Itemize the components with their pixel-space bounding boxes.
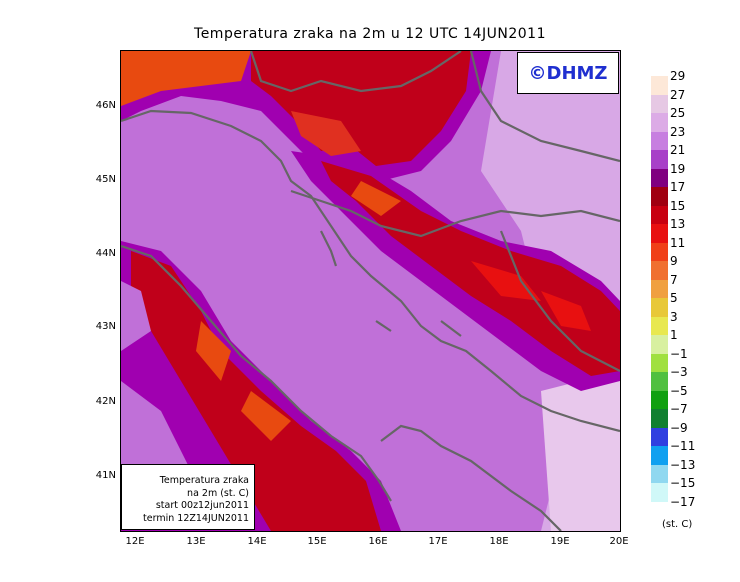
legend-swatch	[651, 390, 668, 409]
legend-swatch	[651, 372, 668, 391]
legend-label: 27	[670, 87, 686, 102]
legend-swatch	[651, 464, 668, 483]
lon-label-15e: 15E	[307, 536, 327, 547]
legend-swatch	[651, 261, 668, 280]
legend-units: (st. C)	[662, 519, 693, 530]
legend-label: −9	[670, 420, 688, 435]
lat-label-44n: 44N	[95, 248, 116, 259]
legend-swatch	[651, 335, 668, 354]
lat-label-42n: 42N	[95, 396, 116, 407]
legend-swatch	[651, 168, 668, 187]
legend-label: 9	[670, 254, 678, 268]
legend-swatch	[651, 94, 668, 113]
info-line-2: na 2m (st. C)	[187, 487, 249, 499]
lat-label-46n: 46N	[95, 100, 116, 111]
legend-swatch	[651, 316, 668, 335]
legend-swatch	[651, 279, 668, 298]
legend-swatch	[651, 224, 668, 243]
lon-label-12e: 12E	[125, 536, 145, 547]
legend-swatch	[651, 150, 668, 169]
legend-swatch	[651, 131, 668, 150]
legend-label: 21	[670, 143, 686, 157]
info-line-4: termin 12Z14JUN2011	[143, 512, 249, 524]
legend-label: 19	[670, 161, 686, 176]
lat-label-41n: 41N	[95, 470, 116, 481]
info-line-1: Temperatura zraka	[159, 475, 249, 486]
run-info-box: Temperatura zraka na 2m (st. C) start 00…	[121, 464, 255, 530]
lon-label-19e: 19E	[550, 536, 570, 547]
legend-label: −11	[670, 439, 696, 453]
info-line-3: start 00z12jun2011	[155, 500, 249, 512]
legend-swatch	[651, 427, 668, 446]
legend-label: −15	[670, 476, 696, 490]
legend-swatch	[651, 446, 668, 465]
legend-swatch	[651, 483, 668, 502]
map-title: Temperatura zraka na 2m u 12 UTC 14JUN20…	[194, 26, 546, 42]
legend-swatch	[651, 113, 668, 132]
legend-swatch	[651, 298, 668, 317]
legend-label: −17	[670, 494, 696, 509]
legend-swatch	[651, 409, 668, 428]
lon-label-13e: 13E	[186, 536, 206, 547]
legend-label: 23	[670, 124, 686, 139]
lon-label-20e: 20E	[609, 536, 629, 547]
legend-label: 13	[670, 217, 686, 231]
legend-label: 29	[670, 69, 686, 83]
dhmz-watermark: ©DHMZ	[517, 52, 619, 94]
legend-swatch	[651, 353, 668, 372]
lon-label-14e: 14E	[247, 536, 267, 547]
legend-label: −13	[670, 457, 696, 472]
legend-label: 25	[670, 106, 686, 120]
legend-swatch	[651, 205, 668, 224]
temperature-field	[121, 51, 620, 531]
legend-swatch	[651, 242, 668, 261]
temperature-map	[120, 50, 621, 532]
legend-label: 3	[670, 309, 678, 324]
legend-label: −1	[670, 346, 688, 361]
lon-label-17e: 17E	[428, 536, 448, 547]
legend-label: 1	[670, 328, 678, 342]
legend-swatch	[651, 187, 668, 206]
lat-label-43n: 43N	[95, 321, 116, 332]
lat-label-45n: 45N	[95, 174, 116, 185]
lon-label-16e: 16E	[368, 536, 388, 547]
legend-swatch	[651, 76, 668, 95]
legend-label: −3	[670, 365, 688, 379]
legend-label: 7	[670, 272, 678, 287]
legend-label: 11	[670, 235, 686, 250]
legend-label: 5	[670, 291, 678, 305]
lon-label-18e: 18E	[489, 536, 509, 547]
legend-label: −7	[670, 402, 688, 416]
legend-label: 17	[670, 180, 686, 194]
legend-label: 15	[670, 198, 686, 213]
legend-label: −5	[670, 383, 688, 398]
